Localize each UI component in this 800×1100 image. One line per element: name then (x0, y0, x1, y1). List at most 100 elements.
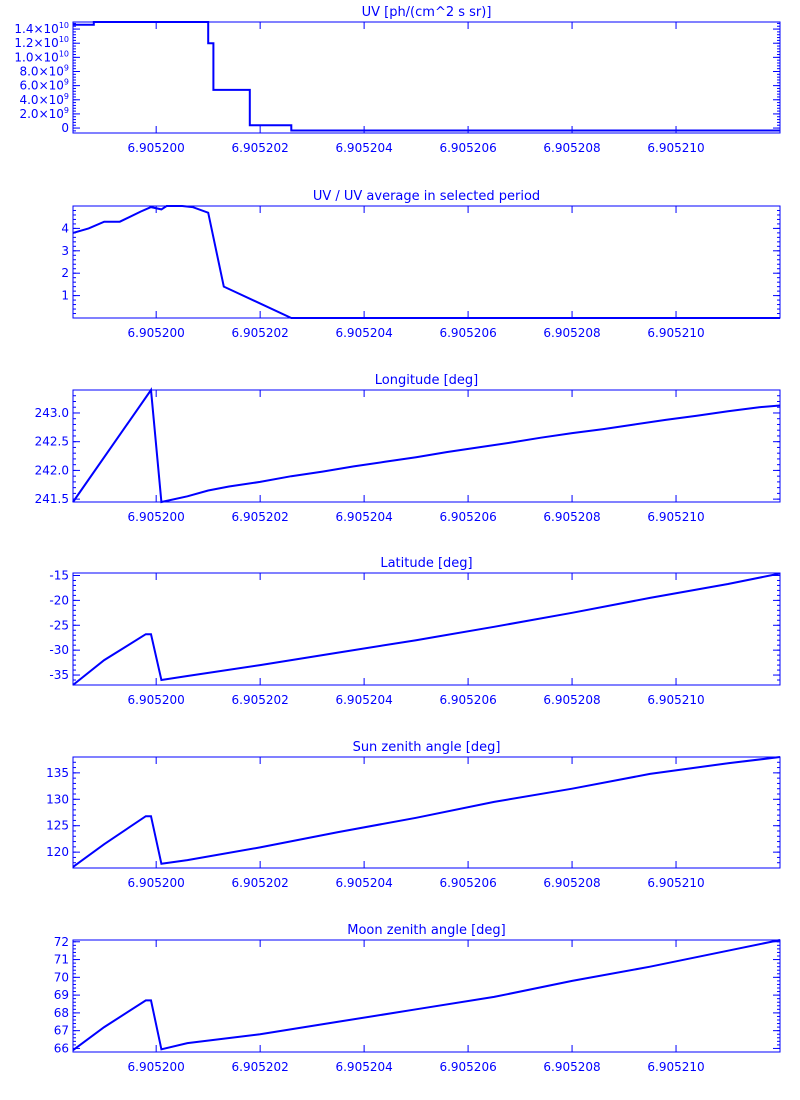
x-tick-label: 6.905210 (647, 326, 704, 340)
x-tick-label: 6.905208 (543, 1060, 600, 1074)
x-tick-label: 6.905202 (232, 326, 289, 340)
y-tick-label-base: 120 (46, 845, 69, 859)
y-tick-label: 2 (61, 266, 69, 280)
y-tick-label-exponent: 9 (64, 106, 69, 115)
y-tick-label: 120 (46, 845, 69, 859)
y-tick-label: 242.5 (35, 435, 69, 449)
y-tick-label-base: 0 (61, 121, 69, 135)
series-line (73, 21, 780, 132)
chart-title: Latitude [deg] (380, 556, 472, 571)
y-tick-label: -20 (49, 593, 69, 607)
x-tick-label: 6.905204 (335, 141, 392, 155)
x-tick-label: 6.905202 (232, 510, 289, 524)
y-tick-label-base: 1.2×10 (14, 36, 58, 50)
series-line (72, 205, 780, 319)
y-tick-label-base: 2.0×10 (19, 107, 63, 121)
x-tick-label: 6.905210 (647, 693, 704, 707)
x-tick-label: 6.905204 (335, 510, 392, 524)
x-tick-label: 6.905200 (128, 510, 185, 524)
y-tick-label-base: 8.0×10 (19, 64, 63, 78)
chart-panel-4: Latitude [deg] 6.905200 6.905202 6.905204 6.… (49, 556, 781, 707)
x-tick-label: 6.905204 (335, 876, 392, 890)
plot-frame (72, 939, 781, 1053)
y-tick-label-base: 70 (54, 970, 69, 984)
x-tick-label: 6.905210 (647, 876, 704, 890)
y-tick-label-base: 135 (46, 766, 69, 780)
x-tick-label: 6.905208 (543, 510, 600, 524)
x-tick-label: 6.905206 (439, 326, 496, 340)
x-tick-label: 6.905200 (128, 876, 185, 890)
chart-title: Longitude [deg] (375, 373, 478, 388)
y-tick-label: 4.0×109 (19, 92, 69, 107)
y-tick-label-exponent: 9 (64, 92, 69, 101)
y-tick-label-base: 68 (54, 1006, 69, 1020)
x-tick-label: 6.905210 (647, 1060, 704, 1074)
y-tick-label: 8.0×109 (19, 63, 69, 78)
y-tick-label-base: 242.0 (35, 463, 69, 477)
x-tick-label: 6.905200 (128, 1060, 185, 1074)
y-tick-label: 67 (54, 1024, 69, 1038)
y-tick-label: 69 (54, 988, 69, 1002)
x-tick-label: 6.905202 (232, 876, 289, 890)
chart-title: UV / UV average in selected period (313, 189, 540, 204)
x-tick-label: 6.905204 (335, 1060, 392, 1074)
plot-frame (72, 21, 781, 134)
chart-panel-2: UV / UV average in selected period 6.9052… (61, 189, 781, 340)
chart-panel-1: UV [ph/(cm^2 s sr)] 6.905200 6.905202 6.905… (14, 5, 781, 155)
y-tick-label-base: -20 (49, 593, 69, 607)
x-tick-label: 6.905206 (439, 1060, 496, 1074)
y-tick-label-base: -25 (49, 618, 69, 632)
x-tick-label: 6.905206 (439, 141, 496, 155)
y-tick-label-base: 6.0×10 (19, 79, 63, 93)
y-tick-label: 3 (61, 244, 69, 258)
y-tick-label: 0 (61, 121, 69, 135)
y-tick-label: 6.0×109 (19, 78, 69, 93)
x-tick-label: 6.905200 (128, 693, 185, 707)
y-tick-label: 130 (46, 792, 69, 806)
y-tick-label-base: 241.5 (35, 492, 69, 506)
y-tick-label-base: 1 (61, 289, 69, 303)
chart-panel-5: Sun zenith angle [deg] 6.905200 6.905202 6.… (46, 740, 781, 890)
y-tick-label: 1.0×1010 (14, 49, 69, 64)
y-tick-label-base: 71 (54, 953, 69, 967)
y-tick-label: 243.0 (35, 406, 69, 420)
series-line (72, 756, 781, 868)
y-tick-label-base: 4.0×10 (19, 93, 63, 107)
y-tick-label: 125 (46, 819, 69, 833)
y-tick-label-exponent: 10 (59, 35, 69, 44)
y-tick-label-base: -35 (49, 668, 69, 682)
y-tick-label: 71 (54, 953, 69, 967)
y-tick-label: 1.2×1010 (14, 35, 69, 50)
y-tick-label: -25 (49, 618, 69, 632)
y-tick-label-exponent: 10 (59, 49, 69, 58)
series-line (72, 572, 781, 686)
y-tick-label-exponent: 9 (64, 78, 69, 87)
plot-frame (72, 389, 781, 503)
x-tick-label: 6.905204 (335, 693, 392, 707)
x-tick-label: 6.905202 (232, 141, 289, 155)
plot-frame (72, 572, 781, 686)
x-tick-label: 6.905208 (543, 326, 600, 340)
x-tick-label: 6.905206 (439, 510, 496, 524)
y-tick-label: 68 (54, 1006, 69, 1020)
chart-title: Sun zenith angle [deg] (353, 740, 501, 755)
y-tick-label: -35 (49, 668, 69, 682)
y-tick-label-base: 1.4×10 (14, 22, 58, 36)
y-tick-label-base: 242.5 (35, 435, 69, 449)
x-tick-label: 6.905208 (543, 693, 600, 707)
x-tick-label: 6.905204 (335, 326, 392, 340)
y-tick-label-base: 66 (54, 1041, 69, 1055)
series-line (72, 387, 781, 504)
chart-panel-3: Longitude [deg] 6.905200 6.905202 6.905204 6… (35, 373, 781, 524)
y-tick-label-base: 4 (61, 221, 69, 235)
y-tick-label-base: -15 (49, 568, 69, 582)
y-tick-label-base: 1.0×10 (14, 50, 58, 64)
y-tick-label: 242.0 (35, 463, 69, 477)
x-tick-label: 6.905210 (647, 510, 704, 524)
y-tick-label: 1.4×1010 (14, 21, 69, 36)
y-tick-label-base: 72 (54, 935, 69, 949)
plot-frame (72, 756, 781, 869)
y-tick-label: 72 (54, 935, 69, 949)
x-tick-label: 6.905200 (128, 326, 185, 340)
